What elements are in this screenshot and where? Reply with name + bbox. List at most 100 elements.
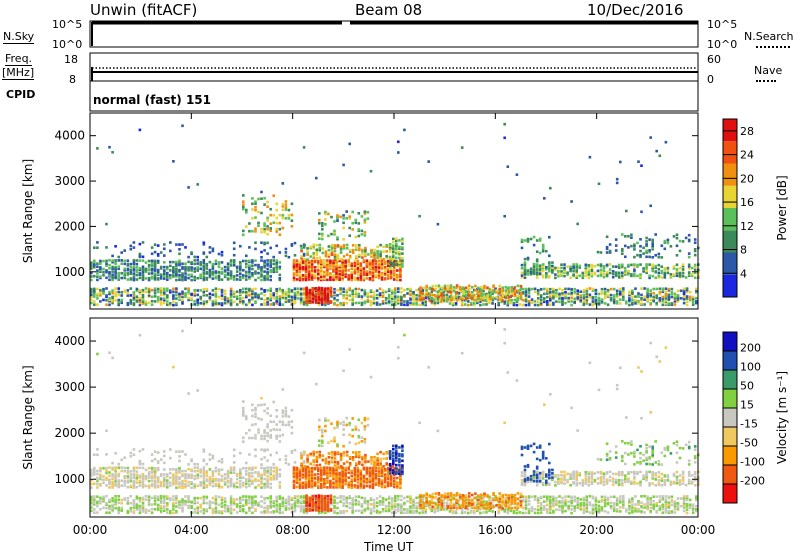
data-cell	[347, 260, 350, 264]
data-cell	[327, 234, 330, 238]
data-cell	[342, 498, 345, 501]
data-cell	[278, 221, 282, 225]
data-cell	[108, 507, 111, 511]
data-cell	[295, 259, 299, 262]
data-cell	[421, 500, 424, 503]
data-cell	[637, 500, 640, 503]
data-cell	[147, 476, 151, 479]
data-cell	[543, 297, 546, 300]
data-cell	[619, 495, 622, 498]
data-cell	[356, 259, 360, 263]
data-cell	[371, 262, 375, 266]
data-cell	[251, 303, 254, 307]
data-cell	[263, 289, 266, 292]
data-cell	[135, 497, 139, 500]
data-cell	[93, 511, 96, 514]
data-cell	[443, 284, 447, 288]
data-cell	[355, 255, 358, 258]
data-cell	[266, 298, 269, 302]
data-cell	[313, 269, 317, 272]
data-cell	[166, 495, 169, 498]
data-cell	[412, 503, 415, 507]
data-cell	[596, 250, 600, 254]
data-cell	[566, 271, 569, 274]
data-cell	[266, 508, 269, 511]
data-cell	[339, 496, 342, 500]
data-cell	[631, 511, 634, 514]
data-cell	[175, 476, 178, 480]
data-cell	[208, 479, 212, 483]
data-cell	[202, 292, 206, 295]
data-cell	[401, 246, 404, 249]
data-cell	[365, 265, 369, 269]
data-cell	[232, 292, 236, 295]
data-cell	[226, 277, 230, 280]
data-cell	[369, 509, 373, 513]
data-cell	[412, 498, 415, 502]
data-cell	[348, 256, 352, 260]
data-cell	[621, 247, 624, 251]
data-cell	[437, 285, 441, 289]
data-cell	[639, 249, 642, 253]
data-cell	[695, 509, 698, 513]
data-cell	[566, 265, 569, 268]
data-cell	[443, 289, 447, 292]
data-cell	[302, 297, 306, 300]
data-cell	[360, 288, 364, 292]
data-cell	[658, 287, 662, 291]
data-cell	[545, 272, 548, 275]
data-cell	[269, 298, 272, 302]
data-cell	[345, 500, 348, 503]
data-cell	[670, 503, 674, 507]
data-cell	[196, 469, 199, 473]
data-cell	[336, 253, 340, 257]
data-cell	[685, 495, 689, 498]
data-cell	[651, 263, 654, 267]
data-cell	[293, 292, 297, 295]
data-cell	[622, 287, 625, 290]
data-cell	[477, 294, 480, 298]
data-cell	[144, 484, 148, 488]
data-cell	[421, 498, 424, 502]
data-cell	[527, 509, 531, 513]
data-cell	[387, 287, 391, 291]
data-cell	[323, 299, 327, 303]
data-cell	[299, 496, 303, 500]
data-cell	[624, 273, 627, 276]
data-cell	[156, 484, 160, 488]
data-cell	[690, 273, 694, 276]
data-cell	[150, 496, 154, 500]
nsearch-tick-top: 10^5	[707, 18, 738, 31]
data-cell	[446, 298, 450, 302]
data-cell	[184, 485, 187, 489]
data-cell	[555, 499, 558, 503]
data-cell	[436, 298, 440, 302]
data-cell	[675, 271, 679, 275]
data-cell	[132, 246, 136, 249]
data-cell	[132, 479, 136, 483]
data-cell	[357, 212, 361, 215]
data-cell	[318, 212, 321, 215]
data-cell	[524, 499, 528, 503]
data-cell	[239, 265, 242, 269]
data-cell	[529, 270, 533, 274]
data-cell	[123, 272, 126, 275]
data-cell	[251, 501, 254, 505]
data-cell	[351, 298, 354, 301]
data-cell	[114, 267, 117, 271]
data-cell	[639, 255, 642, 259]
data-cell	[351, 228, 354, 231]
data-cell	[357, 495, 361, 498]
data-cell	[248, 267, 251, 271]
data-cell	[506, 509, 510, 513]
data-cell	[609, 506, 613, 510]
data-cell	[229, 471, 233, 474]
data-cell	[693, 248, 697, 251]
data-cell	[184, 293, 187, 297]
data-cell	[269, 471, 272, 475]
data-cell	[318, 218, 321, 222]
data-cell	[600, 291, 604, 294]
data-cell	[597, 296, 601, 300]
data-cell	[307, 264, 311, 267]
